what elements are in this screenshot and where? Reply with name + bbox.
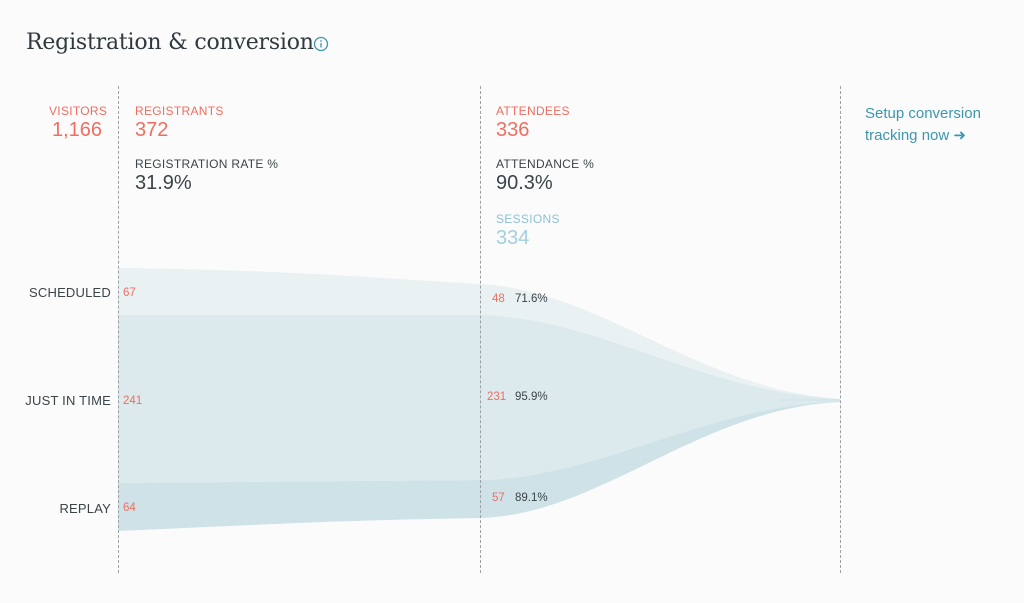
registration-rate-label: REGISTRATION RATE % <box>135 157 279 171</box>
setup-conversion-link[interactable]: Setup conversion tracking now ➜ <box>865 103 981 147</box>
attendees-label: ATTENDEES <box>496 104 570 118</box>
row-label-just-in-time: JUST IN TIME <box>25 393 111 408</box>
conversion-divider <box>840 86 841 573</box>
registrants-divider <box>118 86 119 573</box>
setup-conversion-line2: tracking now ➜ <box>865 127 966 144</box>
row-label-replay: REPLAY <box>59 501 111 516</box>
visitors-label: VISITORS <box>49 104 108 118</box>
visitors-value: 1,166 <box>52 119 103 141</box>
registrants-value: 372 <box>135 119 169 141</box>
page-title: Registration & conversion <box>26 30 314 55</box>
replay-attendees: 57 <box>492 492 505 504</box>
attendees-divider <box>480 86 481 573</box>
scheduled-rate: 71.6% <box>515 293 548 305</box>
sessions-label: SESSIONS <box>496 212 560 226</box>
just-in-time-attendees: 231 <box>487 391 507 403</box>
row-label-scheduled: SCHEDULED <box>29 285 111 300</box>
just-in-time-rate: 95.9% <box>515 391 548 403</box>
replay-rate: 89.1% <box>515 492 548 504</box>
registration-rate-value: 31.9% <box>135 172 192 194</box>
sessions-value: 334 <box>496 227 530 249</box>
flow-scheduled <box>118 268 840 400</box>
scheduled-attendees: 48 <box>492 293 505 305</box>
attendance-label: ATTENDANCE % <box>496 157 595 171</box>
just-in-time-registrants: 241 <box>123 395 143 407</box>
registrants-label: REGISTRANTS <box>135 104 224 118</box>
flow-just-in-time <box>118 315 840 483</box>
replay-registrants: 64 <box>123 502 136 514</box>
flow-replay <box>118 401 840 531</box>
scheduled-registrants: 67 <box>123 287 136 299</box>
setup-conversion-line1: Setup conversion <box>865 105 981 122</box>
attendance-value: 90.3% <box>496 172 553 194</box>
info-icon[interactable] <box>313 36 329 52</box>
attendees-value: 336 <box>496 119 530 141</box>
